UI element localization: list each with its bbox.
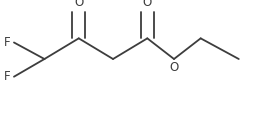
Text: F: F bbox=[4, 70, 11, 83]
Text: O: O bbox=[143, 0, 152, 9]
Text: O: O bbox=[74, 0, 83, 9]
Text: F: F bbox=[4, 36, 11, 49]
Text: O: O bbox=[169, 61, 179, 74]
